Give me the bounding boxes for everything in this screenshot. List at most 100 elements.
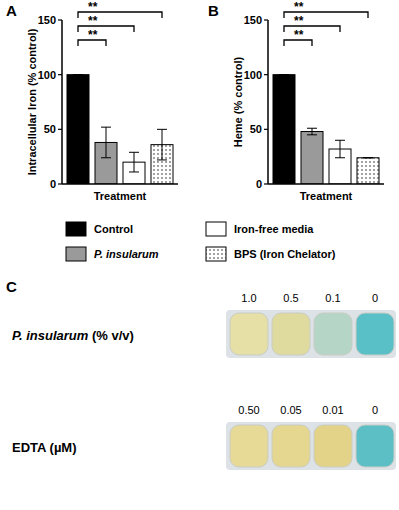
y-tick [58, 19, 62, 20]
concentration-label: 0.1 [325, 292, 340, 304]
well [314, 313, 352, 355]
y-tick [264, 129, 268, 130]
error-cap [279, 74, 289, 75]
error-cap [73, 74, 83, 75]
well [230, 425, 268, 467]
plate [226, 310, 396, 358]
legend: Control P. insularum Iron-free media BPS (I… [66, 222, 336, 261]
error-stem [162, 129, 163, 160]
error-bar [73, 74, 83, 75]
error-cap [101, 127, 111, 128]
row-label-italic: P. insularum [12, 328, 89, 343]
error-cap [129, 152, 139, 153]
significance-label: ** [88, 14, 98, 28]
well [356, 313, 394, 355]
y-axis [267, 20, 269, 184]
y-tick-label: 150 [38, 14, 56, 26]
significance-bracket [284, 26, 340, 32]
bar [301, 132, 323, 184]
well [272, 425, 310, 467]
error-cap [279, 74, 289, 75]
error-cap [157, 159, 167, 160]
error-bar [129, 152, 139, 172]
significance-label: ** [294, 14, 304, 28]
legend-label: Control [94, 223, 133, 235]
y-axis [61, 20, 63, 184]
significance-label: ** [88, 28, 98, 42]
error-cap [307, 134, 317, 135]
legend-swatch [66, 222, 86, 236]
error-cap [335, 140, 345, 141]
error-stem [134, 152, 135, 172]
bars [67, 75, 173, 184]
concentration-label: 0 [372, 404, 378, 416]
error-bar [157, 129, 167, 160]
y-tick [58, 74, 62, 75]
chart-B: B050100150Heme (% control)Treatment*****… [208, 0, 384, 202]
legend-swatch [66, 247, 86, 261]
y-tick-label: 150 [244, 14, 262, 26]
y-tick-label: 100 [244, 69, 262, 81]
error-cap [101, 157, 111, 158]
x-axis-label: Treatment [300, 190, 353, 202]
y-tick [58, 183, 62, 184]
significance-label: ** [294, 0, 304, 14]
row-label: P. insularum (% v/v) [12, 328, 134, 343]
bar [357, 158, 379, 184]
error-bar [307, 128, 317, 135]
y-tick-label: 50 [44, 123, 56, 135]
y-tick-label: 50 [250, 123, 262, 135]
bar [67, 75, 89, 184]
y-axis-label: Intracellular Iron (% control) [26, 28, 38, 175]
plate [226, 422, 396, 470]
x-axis-label: Treatment [94, 190, 147, 202]
error-bar [363, 157, 373, 158]
error-bar [279, 74, 289, 75]
y-tick-label: 0 [50, 178, 56, 190]
concentration-label: 0.5 [283, 292, 298, 304]
y-tick [264, 183, 268, 184]
y-tick-label: 0 [256, 178, 262, 190]
row-label-rest: (% v/v) [88, 328, 134, 343]
concentration-label: 0 [372, 292, 378, 304]
x-axis [268, 183, 384, 185]
panel-label: B [208, 2, 219, 19]
error-cap [363, 157, 373, 158]
bar [273, 75, 295, 184]
panel-c: C 1.0 0.5 0.1 0 P. insularum (% v/v) 0.50 0.05 0… [6, 278, 396, 470]
error-cap [157, 129, 167, 130]
concentration-label: 0.05 [280, 404, 301, 416]
panel-label: A [6, 2, 17, 19]
legend-label: Iron-free media [234, 223, 314, 235]
x-axis [62, 183, 178, 185]
y-tick [264, 74, 268, 75]
well [230, 313, 268, 355]
panel-label: C [6, 278, 17, 295]
concentration-label: 1.0 [241, 292, 256, 304]
legend-label: P. insularum [94, 248, 159, 260]
significance-label: ** [294, 28, 304, 42]
well [314, 425, 352, 467]
error-stem [312, 128, 313, 135]
concentration-label: 0.50 [238, 404, 259, 416]
row-label: EDTA (µM) [12, 440, 77, 455]
significance-bracket [78, 26, 134, 32]
error-bar [101, 127, 111, 158]
figure: A050100150Intracellular Iron (% control)… [0, 0, 399, 510]
error-cap [73, 74, 83, 75]
bars [273, 75, 379, 184]
chart-A: A050100150Intracellular Iron (% control)… [6, 0, 178, 202]
well [356, 425, 394, 467]
concentration-label: 0.01 [322, 404, 343, 416]
y-tick [58, 129, 62, 130]
error-cap [129, 171, 139, 172]
error-bar [335, 140, 345, 157]
y-tick [264, 19, 268, 20]
error-cap [307, 128, 317, 129]
error-stem [106, 127, 107, 158]
legend-label: BPS (Iron Chelator) [234, 248, 336, 260]
error-cap [363, 157, 373, 158]
legend-swatch [206, 247, 226, 261]
significance-label: ** [88, 0, 98, 14]
legend-swatch [206, 222, 226, 236]
